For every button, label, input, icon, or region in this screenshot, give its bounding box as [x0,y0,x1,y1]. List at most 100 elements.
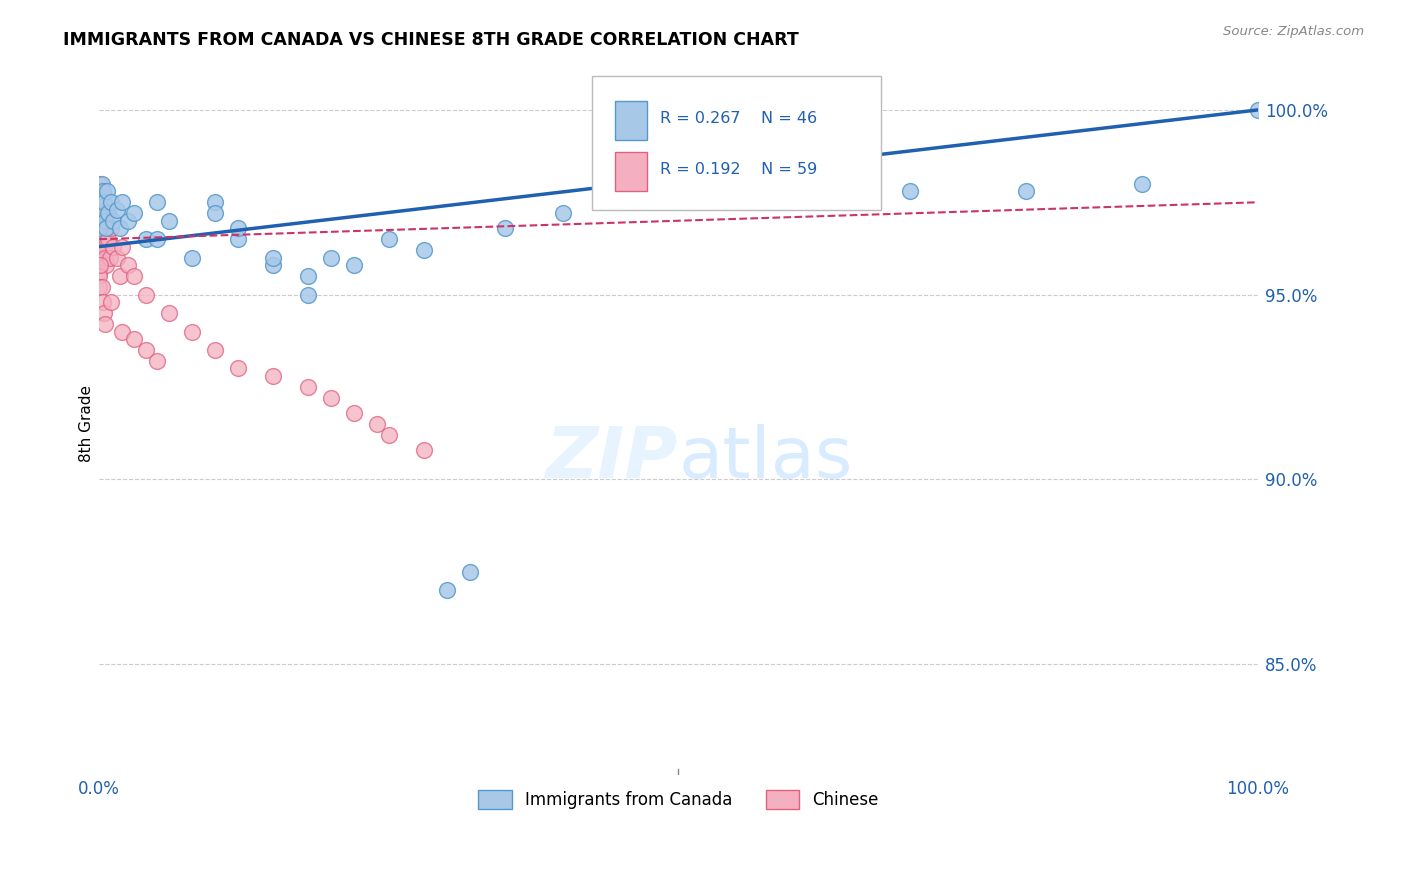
Point [1247,103,1270,117]
Point [90,221,112,235]
Point [297,269,319,284]
Point [378,232,401,246]
Point [89,265,111,279]
Point [343,406,366,420]
Point [366,417,388,431]
Point [90,195,112,210]
Point [1130,177,1153,191]
Text: R = 0.192    N = 59: R = 0.192 N = 59 [659,162,817,178]
Point [89,221,111,235]
Point [100,295,122,310]
Point [94,221,117,235]
Point [93,195,115,210]
Point [111,239,134,253]
Point [96,232,118,246]
Point [783,177,806,191]
Point [89,177,111,191]
Point [297,287,319,301]
Point [89,235,111,250]
Point [94,251,117,265]
Point [96,206,118,220]
Point [122,332,145,346]
Point [89,269,111,284]
Point [89,280,111,294]
Point [91,184,114,198]
Point [146,195,169,210]
Point [319,391,342,405]
Point [96,221,118,235]
Point [89,195,111,210]
Point [122,206,145,220]
Point [101,213,124,227]
Point [111,195,134,210]
Point [89,244,111,258]
Point [262,368,284,383]
Point [378,428,401,442]
Text: IMMIGRANTS FROM CANADA VS CHINESE 8TH GRADE CORRELATION CHART: IMMIGRANTS FROM CANADA VS CHINESE 8TH GR… [63,31,799,49]
Point [226,221,249,235]
Point [297,380,319,394]
Point [436,583,458,598]
Point [91,232,114,246]
Point [89,184,111,198]
Point [89,221,111,235]
FancyBboxPatch shape [592,77,882,210]
Point [97,232,120,246]
Point [96,184,118,198]
Point [412,244,434,258]
Point [725,184,748,198]
Point [117,213,139,227]
Point [91,206,114,220]
Point [117,258,139,272]
Point [89,228,111,243]
Point [93,239,115,253]
Point [105,202,128,217]
Y-axis label: 8th Grade: 8th Grade [79,385,94,462]
Point [262,251,284,265]
Point [89,258,111,272]
Point [89,258,111,272]
Text: R = 0.267    N = 46: R = 0.267 N = 46 [659,112,817,126]
Point [668,184,690,198]
Point [135,343,157,357]
Point [180,325,202,339]
Point [122,269,145,284]
FancyBboxPatch shape [614,153,647,191]
Point [91,295,114,310]
Point [898,184,921,198]
Point [97,206,120,220]
Point [93,213,115,227]
Point [100,195,122,210]
Point [89,184,111,198]
Text: Source: ZipAtlas.com: Source: ZipAtlas.com [1223,25,1364,38]
Point [89,213,111,227]
Point [146,232,169,246]
Point [343,258,366,272]
Point [100,221,122,235]
Point [105,251,128,265]
Point [412,442,434,457]
Point [108,221,131,235]
Point [89,206,111,220]
Point [458,565,481,579]
Point [1015,184,1038,198]
Point [180,251,202,265]
FancyBboxPatch shape [614,101,647,140]
Point [204,195,226,210]
Point [108,269,131,284]
Point [319,251,342,265]
Point [135,232,157,246]
Text: ZIP: ZIP [547,425,679,493]
Text: atlas: atlas [679,425,853,493]
Point [146,354,169,368]
Point [93,306,115,320]
Point [94,317,117,331]
Point [157,213,180,227]
Point [226,361,249,376]
Point [135,287,157,301]
Point [90,177,112,191]
Point [157,306,180,320]
Point [204,343,226,357]
Point [494,221,516,235]
Point [226,232,249,246]
